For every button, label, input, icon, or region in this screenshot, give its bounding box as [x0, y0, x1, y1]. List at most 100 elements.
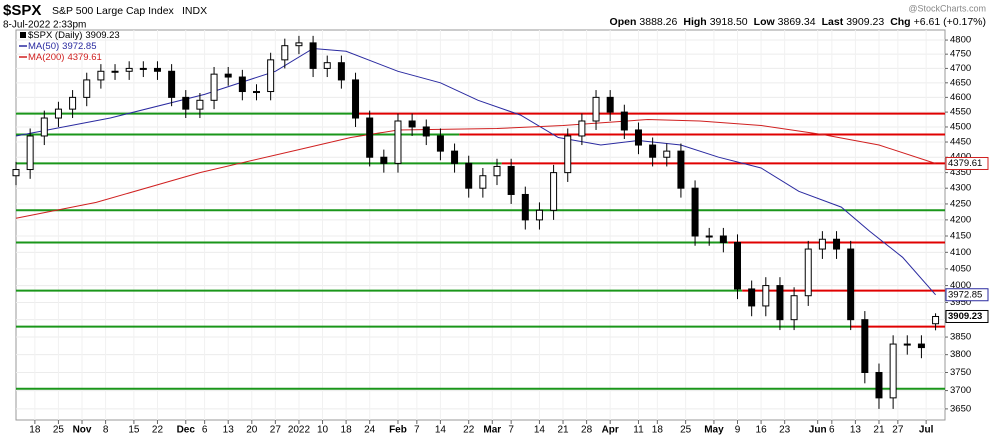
- candle-body: [182, 96, 190, 110]
- candle-body: [479, 175, 487, 189]
- candle-body: [253, 91, 261, 94]
- candle-body: [634, 129, 642, 146]
- quote-value: 3909.23: [846, 16, 884, 28]
- candle-body: [663, 150, 671, 158]
- candle-body: [620, 111, 628, 131]
- x-tick-label: 21: [873, 425, 885, 436]
- candle-body: [422, 126, 430, 137]
- value-box: [945, 156, 989, 170]
- x-tick-label: 6: [829, 425, 835, 436]
- index-name: S&P 500 Large Cap Index: [52, 5, 175, 17]
- candle-body: [139, 67, 147, 70]
- candle-body: [40, 117, 48, 137]
- x-tick-label: 21: [557, 425, 569, 436]
- candle-body: [125, 67, 133, 72]
- ma-line: [15, 47, 936, 296]
- y-tick-label: 4100: [950, 247, 971, 258]
- x-tick-label: 16: [756, 425, 768, 436]
- y-tick-label: 4350: [950, 167, 971, 178]
- x-tick-label: 6: [202, 425, 208, 436]
- y-tick-label: 3800: [950, 349, 971, 360]
- candle-body: [352, 79, 360, 119]
- candle-body: [790, 295, 798, 321]
- x-tick-label: 20: [246, 425, 258, 436]
- x-tick-label: 14: [534, 425, 546, 436]
- candle-body: [408, 120, 416, 128]
- x-tick-label: May: [704, 425, 724, 436]
- value-box: [945, 288, 989, 302]
- legend-value: 4379.61: [67, 52, 101, 63]
- y-tick-label: 4600: [950, 92, 971, 103]
- candle-body: [762, 285, 770, 307]
- x-tick-label: 18: [29, 425, 41, 436]
- legend-value: 3909.23: [85, 30, 119, 41]
- candle-body: [932, 315, 940, 325]
- y-tick-label: 4150: [950, 231, 971, 242]
- candle-body: [691, 187, 699, 237]
- y-tick-label: 4050: [950, 263, 971, 274]
- y-tick-label: 4750: [950, 49, 971, 60]
- y-tick-label: 3650: [950, 403, 971, 414]
- candle-body: [917, 343, 925, 349]
- x-tick-label: Jun: [809, 425, 827, 436]
- y-tick-label: 3850: [950, 332, 971, 343]
- marks: [12, 35, 940, 409]
- candle-body: [847, 248, 855, 321]
- exchange: INDX: [182, 5, 207, 17]
- ma-line: [15, 118, 936, 219]
- y-tick-label: 4000: [950, 280, 971, 291]
- candle-body: [550, 172, 558, 211]
- candle-body: [521, 193, 529, 221]
- x-tick-label: 28: [581, 425, 593, 436]
- candle-body: [436, 135, 444, 152]
- candle-body: [451, 150, 459, 164]
- x-tick-label: 2022: [288, 425, 311, 436]
- candle-body: [26, 135, 34, 171]
- legend-entry: MA(200) 4379.61: [28, 52, 102, 63]
- value-box-label: 3909.23: [948, 311, 982, 322]
- x-tick-label: 27: [270, 425, 282, 436]
- y-tick-label: 4500: [950, 121, 971, 132]
- legend-value: 3972.85: [62, 41, 96, 52]
- quote-value: 3888.26: [639, 16, 677, 28]
- x-tick-label: 22: [463, 425, 475, 436]
- timestamp: 8-Jul-2022 2:33pm: [3, 20, 86, 31]
- candle-body: [83, 79, 91, 98]
- legend-name: MA(50): [28, 41, 59, 52]
- y-tick-label: 4200: [950, 214, 971, 225]
- x-tick-label: 15: [128, 425, 140, 436]
- y-tick-label: 4300: [950, 183, 971, 194]
- x-tick-label: 18: [652, 425, 664, 436]
- candle-body: [861, 319, 869, 373]
- candle-body: [818, 238, 826, 250]
- x-tick-label: 22: [152, 425, 164, 436]
- candle-body: [309, 42, 317, 69]
- quote-label: Open: [610, 16, 637, 28]
- candle-body: [281, 45, 289, 61]
- value-box-label: 3972.85: [948, 289, 982, 300]
- quote-label: Chg: [890, 16, 910, 28]
- x-tick-label: Jul: [919, 425, 934, 436]
- candle-body: [677, 150, 685, 189]
- candle-body: [267, 59, 275, 93]
- candle-body: [97, 70, 105, 81]
- candle-body: [889, 343, 897, 399]
- x-tick-label: Nov: [73, 425, 92, 436]
- legend-entry: $SPX (Daily) 3909.23: [28, 30, 120, 41]
- candle-body: [592, 96, 600, 122]
- candle-body: [394, 120, 402, 164]
- legend-swatch: [20, 32, 26, 38]
- candle-body: [564, 135, 572, 174]
- candle-body: [535, 209, 543, 221]
- x-tick-label: 10: [317, 425, 329, 436]
- x-tick-label: 11: [633, 425, 644, 436]
- candle-body: [12, 169, 20, 177]
- watermark: @StockCharts.com: [908, 3, 986, 13]
- candle-body: [153, 67, 161, 72]
- plot-frame: [15, 29, 946, 421]
- candle-body: [493, 165, 501, 177]
- candle-body: [54, 108, 62, 119]
- candle-body: [111, 70, 119, 73]
